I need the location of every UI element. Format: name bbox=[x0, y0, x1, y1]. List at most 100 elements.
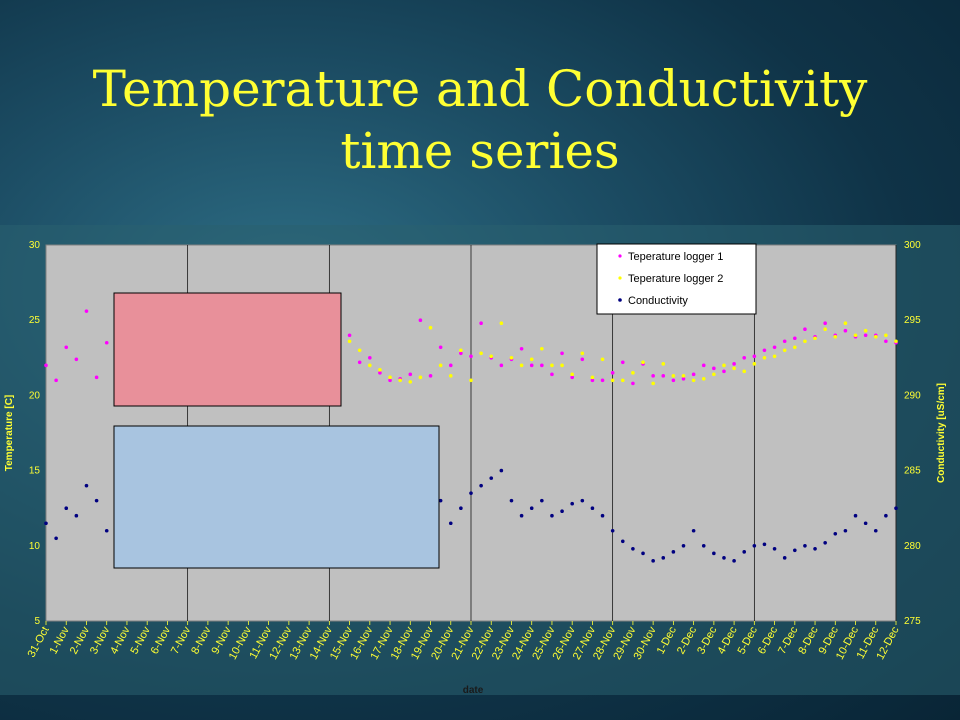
data-point bbox=[813, 336, 817, 341]
data-point bbox=[529, 357, 534, 362]
data-point bbox=[701, 377, 706, 381]
data-point bbox=[459, 348, 463, 353]
data-point bbox=[600, 513, 605, 518]
data-point bbox=[843, 528, 848, 533]
data-point bbox=[540, 346, 544, 351]
data-point bbox=[590, 375, 595, 380]
data-point bbox=[600, 357, 605, 362]
slide-title-line-1: Temperature and Conductivity bbox=[92, 60, 868, 118]
data-point bbox=[793, 345, 797, 350]
data-point bbox=[884, 339, 888, 344]
data-point bbox=[580, 357, 585, 362]
data-point bbox=[499, 468, 504, 473]
x-axis-title: date bbox=[463, 685, 484, 696]
data-point bbox=[580, 498, 585, 503]
data-point bbox=[641, 551, 645, 556]
data-point bbox=[104, 528, 109, 533]
data-point bbox=[823, 327, 827, 332]
data-point bbox=[782, 556, 787, 560]
y-tick-label-right: 285 bbox=[904, 466, 921, 477]
data-point bbox=[762, 542, 767, 547]
data-point bbox=[519, 363, 524, 368]
data-point bbox=[620, 360, 625, 365]
data-point bbox=[894, 506, 898, 511]
data-point bbox=[681, 377, 686, 381]
data-point bbox=[793, 548, 797, 553]
data-point bbox=[631, 547, 635, 551]
data-point bbox=[347, 339, 352, 344]
data-point bbox=[459, 506, 463, 511]
data-point bbox=[428, 374, 433, 378]
data-point bbox=[378, 371, 382, 375]
data-point bbox=[540, 498, 544, 503]
data-point bbox=[732, 362, 736, 366]
y-tick-label-right: 280 bbox=[904, 541, 921, 552]
data-point bbox=[803, 327, 807, 332]
data-point bbox=[590, 506, 595, 511]
data-point bbox=[681, 374, 686, 378]
y-tick-label-left: 10 bbox=[29, 541, 41, 552]
data-point bbox=[651, 559, 655, 563]
data-point bbox=[570, 375, 574, 380]
y-tick-label-right: 290 bbox=[904, 390, 921, 401]
data-point bbox=[853, 513, 858, 518]
data-point bbox=[509, 356, 514, 360]
data-point bbox=[64, 345, 69, 350]
data-point bbox=[428, 325, 433, 330]
data-point bbox=[529, 363, 534, 368]
data-point bbox=[651, 374, 655, 378]
data-point bbox=[843, 321, 848, 326]
data-point bbox=[560, 351, 564, 356]
data-point bbox=[610, 371, 615, 375]
y-tick-label-left: 30 bbox=[29, 240, 41, 251]
data-point bbox=[742, 356, 747, 360]
data-point bbox=[712, 551, 716, 556]
data-point bbox=[418, 375, 423, 380]
legend-marker-conductivity bbox=[618, 298, 622, 302]
y-tick-label-left: 25 bbox=[29, 315, 41, 326]
data-point bbox=[84, 309, 89, 313]
data-point bbox=[357, 348, 362, 353]
data-point bbox=[651, 381, 655, 386]
data-point bbox=[94, 498, 99, 503]
y-tick-label-right: 300 bbox=[904, 240, 921, 251]
data-point bbox=[519, 346, 524, 351]
highlight-box-conductivity bbox=[113, 425, 440, 569]
data-point bbox=[823, 540, 827, 545]
data-point bbox=[620, 539, 625, 544]
data-point bbox=[691, 372, 696, 377]
data-point bbox=[54, 378, 58, 383]
data-point bbox=[590, 378, 595, 383]
y-tick-label-left: 20 bbox=[29, 390, 41, 401]
data-point bbox=[813, 547, 817, 551]
data-point bbox=[438, 498, 443, 503]
data-point bbox=[74, 357, 79, 362]
data-point bbox=[701, 363, 706, 368]
data-point bbox=[823, 321, 827, 326]
right-axis: 275 280 285 290 295 300 bbox=[904, 240, 921, 627]
legend-box bbox=[596, 243, 757, 315]
data-point bbox=[570, 501, 574, 506]
legend-label-logger-2: Teperature logger 2 bbox=[628, 273, 723, 285]
data-point bbox=[509, 498, 514, 503]
legend-label-conductivity: Conductivity bbox=[628, 295, 688, 307]
data-point bbox=[84, 483, 89, 488]
data-point bbox=[479, 483, 483, 488]
data-point bbox=[438, 345, 443, 350]
data-point bbox=[620, 378, 625, 383]
data-point bbox=[742, 369, 747, 374]
left-axis: 5 10 15 20 25 30 bbox=[29, 240, 41, 627]
data-point bbox=[691, 378, 696, 383]
y-axis-left-title: Temperature [C] bbox=[4, 395, 15, 472]
data-point bbox=[550, 363, 554, 368]
data-point bbox=[701, 544, 706, 548]
data-point bbox=[479, 321, 483, 326]
data-point bbox=[873, 334, 878, 339]
data-point bbox=[489, 476, 494, 480]
data-point bbox=[793, 336, 797, 341]
y-tick-label-left: 15 bbox=[29, 466, 41, 477]
data-point bbox=[499, 321, 504, 326]
data-point bbox=[570, 372, 574, 377]
data-point bbox=[469, 378, 473, 383]
